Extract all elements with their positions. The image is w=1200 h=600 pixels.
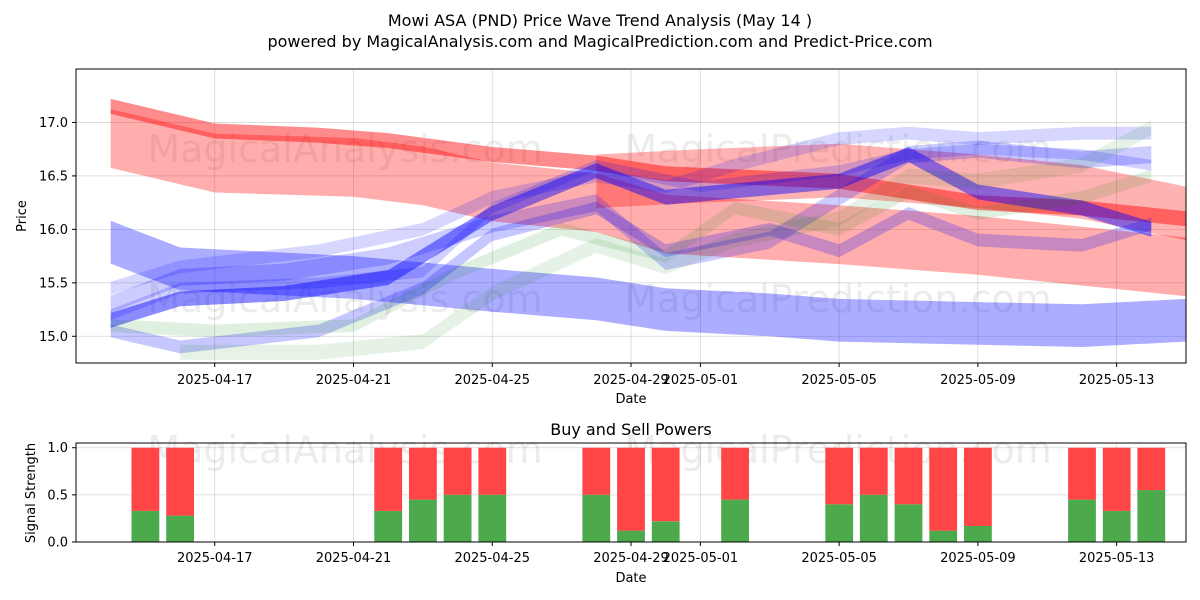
green-wave-band [110,169,1152,338]
red-wave-band [110,109,1186,297]
signal-y-ticks: 0.0 0.5 1.0 [47,441,76,551]
price-y-ticks: 15.0 15.5 16.0 16.5 17.0 [39,116,76,345]
watermark-analysis-3: MagicalAnalysis.com [147,428,542,472]
sell-bar [409,447,437,500]
buy-bar [825,504,854,542]
buy-bar [617,530,645,542]
price-y-tick-label: 17.0 [39,116,68,131]
signal-y-tick-label: 0.0 [47,536,68,551]
price-watermarks: MagicalAnalysis.com MagicalPrediction.co… [147,127,1051,321]
watermark-analysis-2: MagicalAnalysis.com [147,277,542,321]
sell-bar [929,447,958,531]
buy-bar [859,494,888,542]
sell-bar [443,447,472,495]
sell-bar [131,447,160,511]
sell-bar [582,447,611,495]
sell-bar [825,447,854,505]
signal-x-axis-label: Date [615,571,646,586]
buy-bar [1137,490,1166,542]
price-y-tick-label: 15.5 [39,276,68,291]
price-x-tick-label: 2025-05-13 [1079,373,1155,388]
buy-bar [131,510,160,542]
sell-bar [1137,447,1166,491]
sell-bar [651,447,680,522]
blue-wave-band [110,143,1152,321]
sell-bar [859,447,888,495]
buy-bar [443,494,472,542]
signal-bars [131,447,1166,542]
buy-bar [894,504,923,542]
price-y-axis-label: Price [15,200,30,232]
price-x-tick-label: 2025-04-29 [593,373,669,388]
sell-bar [721,447,749,500]
sell-bar [478,447,507,495]
buy-bar [929,530,958,542]
green-wave-band [180,120,1152,360]
price-y-tick-label: 16.5 [39,169,68,184]
signal-x-ticks: 2025-04-17 2025-04-21 2025-04-25 2025-04-29… [177,542,1154,566]
price-x-tick-label: 2025-04-17 [177,373,253,388]
buy-bar [374,510,403,542]
sell-bar [964,447,992,526]
signal-x-tick-label: 2025-05-09 [940,551,1016,566]
signal-x-tick-label: 2025-04-29 [593,551,669,566]
chart-title: Mowi ASA (PND) Price Wave Trend Analysis… [388,11,812,30]
signal-y-axis-label: Signal Strength [24,443,39,543]
sell-bar [1068,447,1096,500]
price-x-tick-label: 2025-04-25 [454,373,530,388]
blue-wave-band [110,220,1186,347]
red-wave-band [110,98,1186,227]
sell-bar [1102,447,1131,511]
watermark-prediction-2: MagicalPrediction.com [624,277,1052,321]
price-x-tick-label: 2025-05-09 [940,373,1016,388]
price-x-ticks: 2025-04-17 2025-04-21 2025-04-25 2025-04-29… [177,363,1154,388]
signal-x-tick-label: 2025-04-25 [454,551,530,566]
buy-bar [409,499,437,542]
price-x-tick-label: 2025-05-01 [663,373,739,388]
price-x-tick-label: 2025-05-05 [801,373,877,388]
buy-bar [582,494,611,542]
sell-bar [894,447,923,505]
signal-panel-title: Buy and Sell Powers [550,420,712,439]
red-wave-band [596,143,1186,241]
chart-subtitle: powered by MagicalAnalysis.com and Magic… [267,32,932,51]
buy-bar [478,494,507,542]
buy-bar [721,499,749,542]
buy-bar [964,526,992,542]
watermark-prediction: MagicalPrediction.com [624,127,1052,171]
price-panel: MagicalAnalysis.com MagicalPrediction.co… [15,68,1187,407]
signal-x-tick-label: 2025-04-21 [316,551,392,566]
signal-x-tick-label: 2025-04-17 [177,551,253,566]
buy-bar [166,515,194,542]
signal-x-tick-label: 2025-05-01 [663,551,739,566]
sell-bar [374,447,403,511]
price-x-axis-label: Date [615,392,646,407]
signal-x-tick-label: 2025-05-13 [1079,551,1155,566]
price-grid [76,69,1186,363]
signal-y-tick-label: 1.0 [47,441,68,456]
blue-wave-band [110,201,1152,354]
sell-bar [617,447,645,531]
signal-x-tick-label: 2025-05-05 [801,551,877,566]
sell-bar [166,447,194,516]
signal-panel: Buy and Sell Powers MagicalAnalysis.com … [24,420,1187,586]
blue-wave-band [110,147,1152,328]
watermark-analysis: MagicalAnalysis.com [147,127,542,171]
buy-bar [1068,499,1096,542]
price-x-tick-label: 2025-04-21 [316,373,392,388]
price-y-tick-label: 16.0 [39,223,68,238]
buy-bar [1102,510,1131,542]
price-wave-bands [110,98,1186,360]
signal-y-tick-label: 0.5 [47,488,68,503]
price-y-tick-label: 15.0 [39,330,68,345]
blue-wave-band [110,140,1152,313]
buy-bar [651,521,680,542]
